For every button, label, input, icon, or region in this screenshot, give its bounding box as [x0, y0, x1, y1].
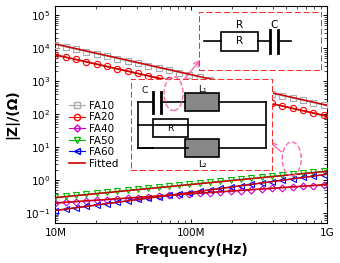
- Y-axis label: |Z|/(Ω): |Z|/(Ω): [5, 89, 20, 139]
- X-axis label: Frequency(Hz): Frequency(Hz): [134, 244, 248, 257]
- Legend: FA10, FA20, FA40, FA50, FA60, Fitted: FA10, FA20, FA40, FA50, FA60, Fitted: [66, 98, 121, 172]
